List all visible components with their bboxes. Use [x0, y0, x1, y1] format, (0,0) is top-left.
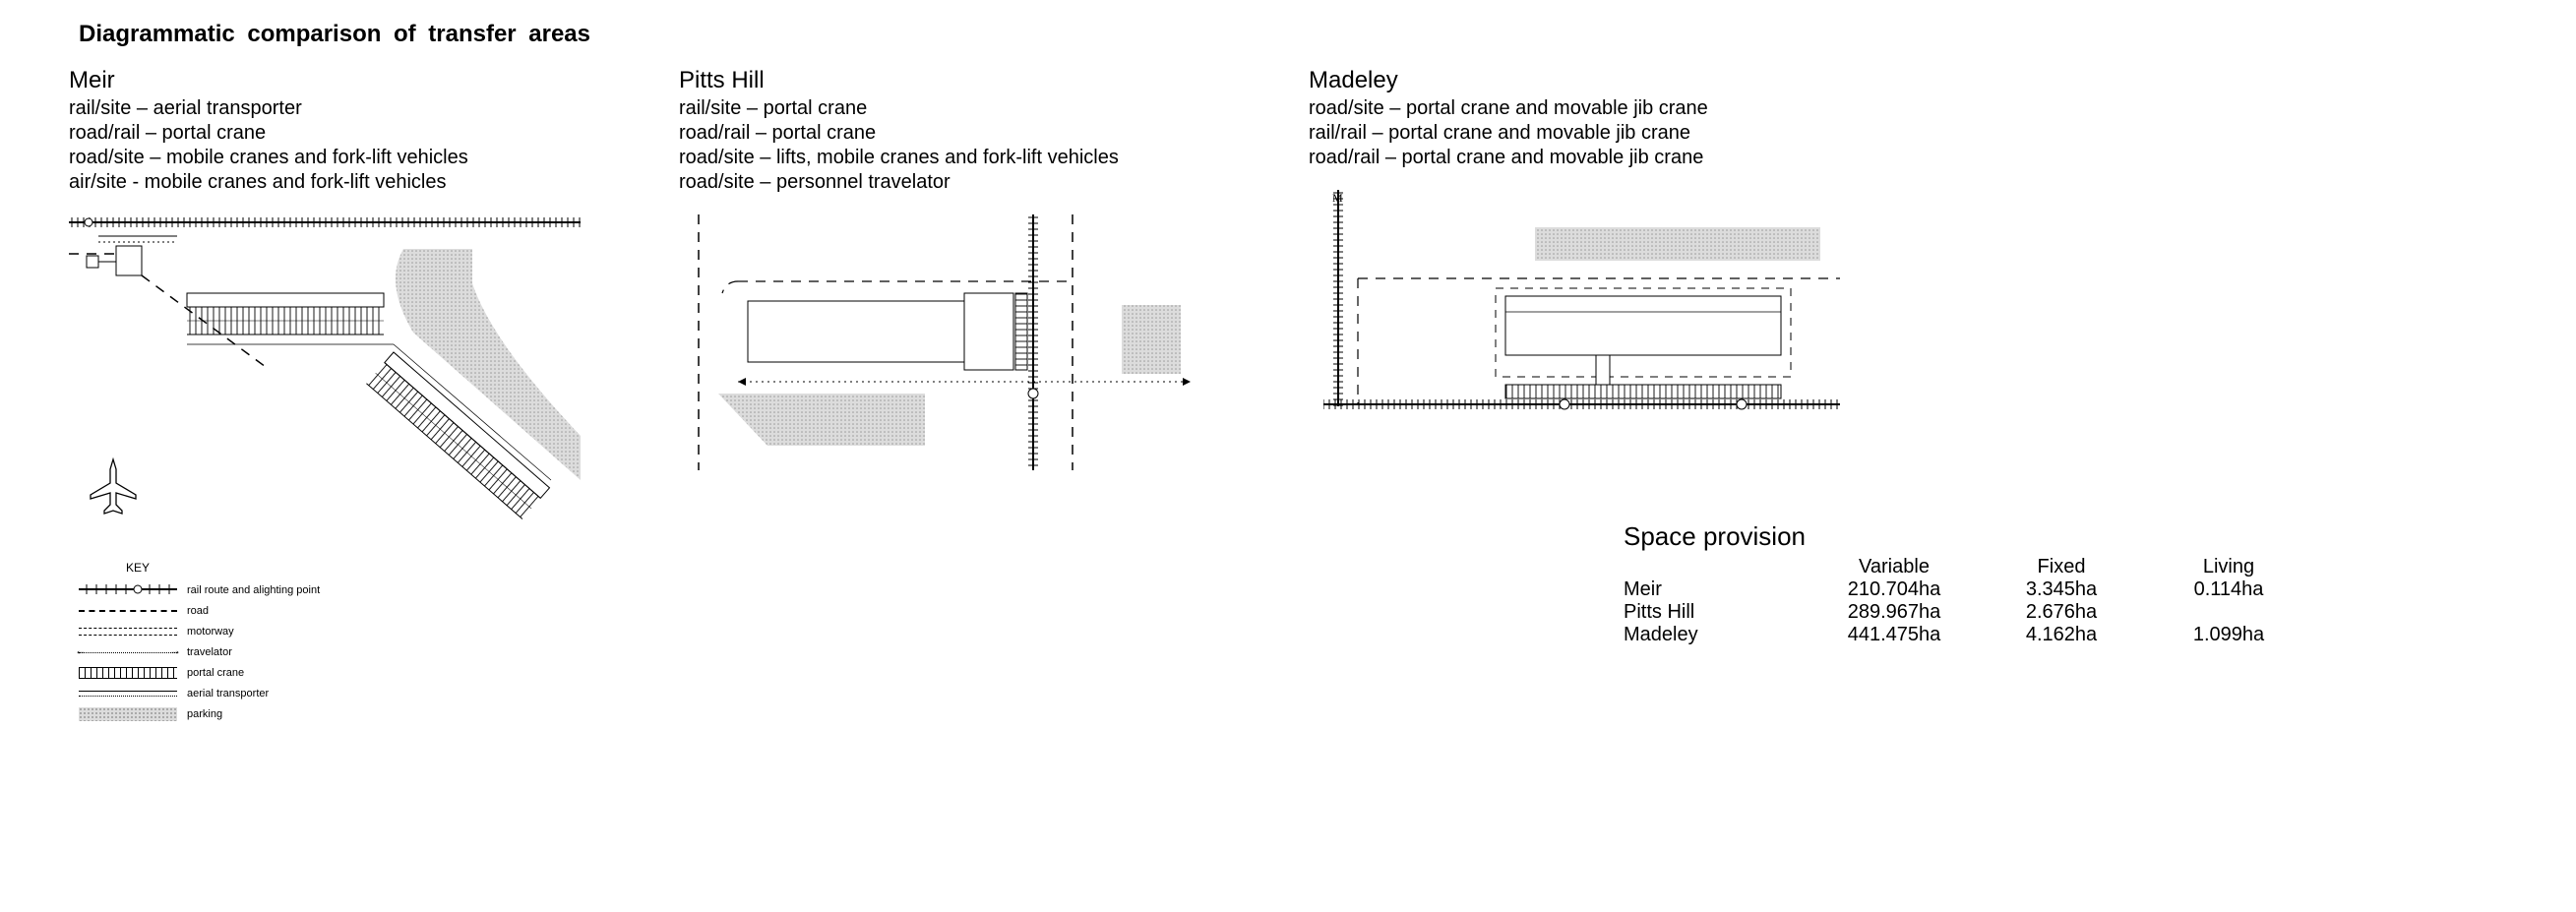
- legend-label: road: [187, 605, 209, 617]
- site-meir: Meir rail/site – aerial transporter road…: [69, 67, 581, 544]
- col-header: Living: [2145, 556, 2312, 578]
- legend-title: KEY: [79, 561, 197, 575]
- site-features: rail/site – aerial transporter road/rail…: [69, 96, 581, 195]
- legend-item-rail: rail route and alighting point: [79, 582, 320, 598]
- diagram-pitts: [679, 214, 1210, 475]
- cell: 1.099ha: [2145, 624, 2312, 646]
- svg-text:M: M: [1332, 191, 1343, 205]
- airplane-icon: [89, 457, 138, 521]
- site-features: road/site – portal crane and movable jib…: [1309, 96, 1840, 170]
- legend-label: rail route and alighting point: [187, 584, 320, 596]
- feature-line: rail/site – aerial transporter: [69, 96, 581, 121]
- diagram-madeley: M: [1309, 190, 1840, 441]
- page-title: Diagrammatic comparison of transfer area…: [79, 20, 590, 49]
- feature-line: road/rail – portal crane: [679, 121, 1210, 146]
- space-title: Space provision: [1624, 521, 2312, 552]
- feature-line: rail/site – portal crane: [679, 96, 1210, 121]
- site-columns: Meir rail/site – aerial transporter road…: [69, 67, 2507, 544]
- site-name: Meir: [69, 67, 581, 94]
- legend-item-travelator: travelator: [79, 644, 320, 660]
- feature-line: rail/rail – portal crane and movable jib…: [1309, 121, 1840, 146]
- col-header: Variable: [1810, 556, 1978, 578]
- legend-label: motorway: [187, 626, 234, 638]
- legend-item-road: road: [79, 603, 320, 619]
- legend-label: portal crane: [187, 667, 244, 679]
- legend: KEY rail route and alighting point road …: [79, 561, 320, 727]
- site-name: Madeley: [1309, 67, 1840, 94]
- legend-item-motorway: motorway: [79, 624, 320, 639]
- col-header: [1624, 556, 1810, 578]
- row-name: Meir: [1624, 578, 1810, 601]
- legend-label: travelator: [187, 646, 232, 658]
- col-header: Fixed: [1978, 556, 2145, 578]
- feature-line: road/site – portal crane and movable jib…: [1309, 96, 1840, 121]
- site-features: rail/site – portal crane road/rail – por…: [679, 96, 1210, 195]
- feature-line: air/site - mobile cranes and fork-lift v…: [69, 170, 581, 195]
- space-table: Variable Fixed Living Meir 210.704ha 3.3…: [1624, 556, 2312, 646]
- cell: 210.704ha: [1810, 578, 1978, 601]
- legend-item-portal: portal crane: [79, 665, 320, 681]
- cell: 4.162ha: [1978, 624, 2145, 646]
- feature-line: road/site – personnel travelator: [679, 170, 1210, 195]
- feature-line: road/site – mobile cranes and fork-lift …: [69, 146, 581, 170]
- row-name: Pitts Hill: [1624, 601, 1810, 624]
- cell: 0.114ha: [2145, 578, 2312, 601]
- legend-label: aerial transporter: [187, 688, 269, 699]
- space-provision: Space provision Variable Fixed Living Me…: [1624, 521, 2312, 646]
- cell: [2145, 601, 2312, 624]
- cell: 289.967ha: [1810, 601, 1978, 624]
- feature-line: road/rail – portal crane: [69, 121, 581, 146]
- legend-item-aerial: aerial transporter: [79, 686, 320, 701]
- legend-item-parking: parking: [79, 706, 320, 722]
- cell: 2.676ha: [1978, 601, 2145, 624]
- diagram-meir: [69, 214, 581, 544]
- site-name: Pitts Hill: [679, 67, 1210, 94]
- cell: 441.475ha: [1810, 624, 1978, 646]
- row-name: Madeley: [1624, 624, 1810, 646]
- site-pitts: Pitts Hill rail/site – portal crane road…: [679, 67, 1210, 544]
- cell: 3.345ha: [1978, 578, 2145, 601]
- feature-line: road/rail – portal crane and movable jib…: [1309, 146, 1840, 170]
- feature-line: road/site – lifts, mobile cranes and for…: [679, 146, 1210, 170]
- site-madeley: Madeley road/site – portal crane and mov…: [1309, 67, 1840, 544]
- legend-label: parking: [187, 708, 222, 720]
